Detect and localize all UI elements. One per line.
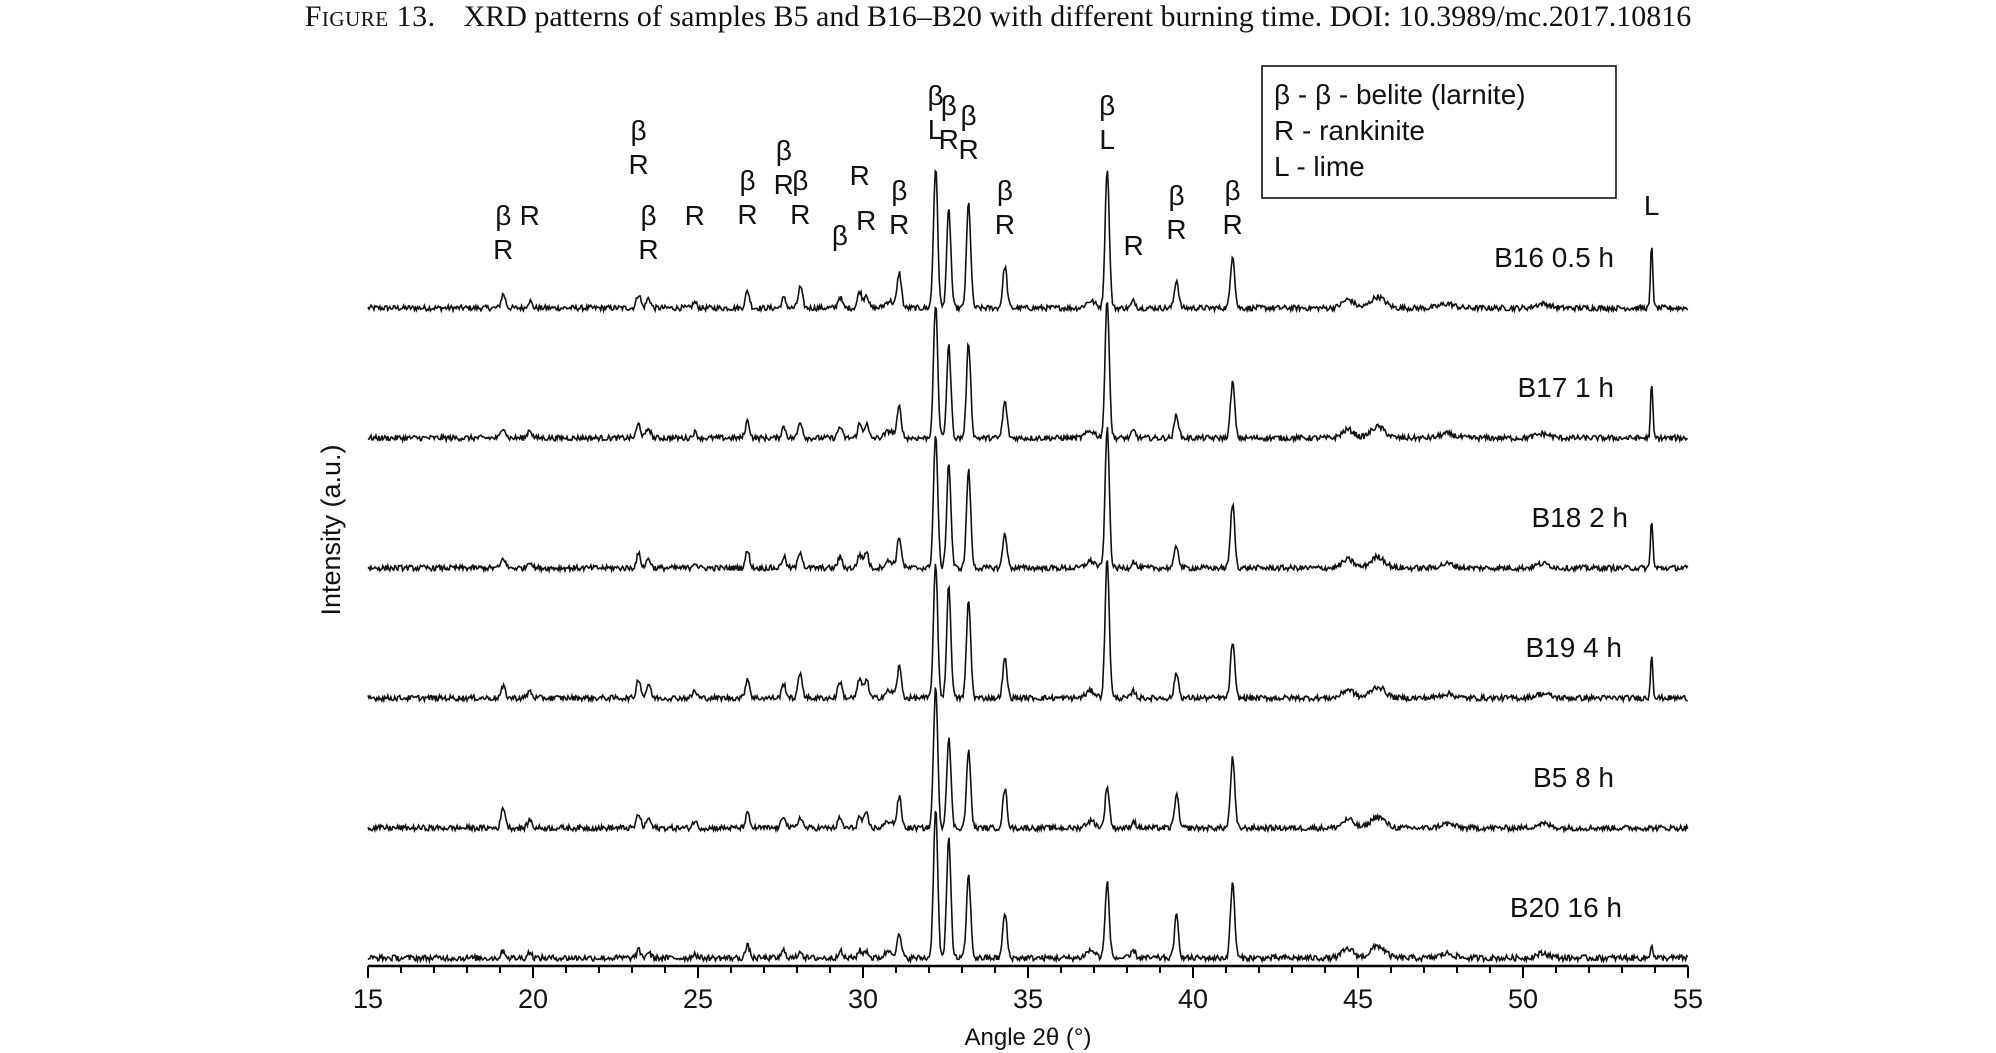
peak-phase-label: R xyxy=(1123,230,1143,261)
peak-phase-label: R xyxy=(638,234,658,265)
peak-phase-label: R xyxy=(995,209,1015,240)
series-label: B18 2 h xyxy=(1531,502,1628,533)
series-label: B16 0.5 h xyxy=(1494,242,1614,273)
x-axis: 15 20 25 30 35 40 45 50 55 xyxy=(353,964,1703,1014)
peak-phase-label: β xyxy=(631,115,647,146)
x-tick-label: 35 xyxy=(1013,984,1043,1014)
peak-phase-label: β xyxy=(640,200,656,231)
series-label: B17 1 h xyxy=(1517,372,1614,403)
peak-phase-label: β xyxy=(941,90,957,121)
peak-phase-label: R xyxy=(493,234,513,265)
xrd-pattern-line xyxy=(367,426,1689,574)
peak-phase-label: R xyxy=(958,134,978,165)
x-axis-title: Angle 2θ (°) xyxy=(965,1024,1092,1051)
figure-caption: Figure 13. XRD patterns of samples B5 and… xyxy=(0,0,1996,42)
series-labels: B16 0.5 h B17 1 h B18 2 h B19 4 h B5 8 h B20 … xyxy=(1494,242,1628,923)
peak-phase-label: β xyxy=(961,100,977,131)
peak-phase-label: R xyxy=(1222,209,1242,240)
peak-phase-label: L xyxy=(1099,124,1115,155)
peak-phase-label: β xyxy=(776,135,792,166)
y-axis-title: Intensity (a.u.) xyxy=(316,444,346,615)
legend-entry-rankinite: R - rankinite xyxy=(1274,115,1425,146)
peak-phase-label: R xyxy=(856,205,876,236)
xrd-pattern-line xyxy=(367,302,1688,444)
legend-entry-lime: L - lime xyxy=(1274,151,1365,182)
figure-label: Figure 13. xyxy=(304,0,436,33)
legend: β - β - belite (larnite) R - rankinite L… xyxy=(1261,65,1617,199)
peak-phase-label: β xyxy=(1168,180,1184,211)
legend-entry-belite: β - β - belite (larnite) xyxy=(1274,79,1526,110)
x-tick-label: 20 xyxy=(518,984,548,1014)
peak-phase-label: R xyxy=(774,169,794,200)
peak-phase-label: R xyxy=(889,209,909,240)
peak-phase-label: R xyxy=(685,200,705,231)
series-label: B5 8 h xyxy=(1533,762,1614,793)
x-tick-label: 50 xyxy=(1508,984,1538,1014)
xrd-pattern-line xyxy=(367,810,1689,965)
xrd-pattern-line xyxy=(367,560,1688,704)
peak-phase-label: β xyxy=(1225,175,1241,206)
x-ticks: 15 20 25 30 35 40 45 50 55 xyxy=(353,966,1703,1014)
x-tick-label: 15 xyxy=(353,984,383,1014)
peak-phase-label: β xyxy=(739,165,755,196)
x-tick-label: 25 xyxy=(683,984,713,1014)
peak-phase-label: β xyxy=(891,175,907,206)
xrd-pattern-line xyxy=(367,687,1689,834)
peak-phase-label: R xyxy=(1166,214,1186,245)
peak-phase-label: R xyxy=(939,124,959,155)
series-label: B20 16 h xyxy=(1510,892,1622,923)
legend-box xyxy=(1261,65,1617,199)
peak-phase-label: L xyxy=(928,114,944,145)
x-tick-label: 30 xyxy=(848,984,878,1014)
peak-phase-label: R xyxy=(628,149,648,180)
x-tick-label: 40 xyxy=(1178,984,1208,1014)
peak-phase-label: R xyxy=(850,160,870,191)
peak-phase-label: β xyxy=(928,80,944,111)
peak-phase-label: β xyxy=(832,220,848,251)
peak-phase-label: R xyxy=(790,199,810,230)
series-label: B19 4 h xyxy=(1525,632,1622,663)
series-layer xyxy=(367,168,1689,965)
peak-phase-label: L xyxy=(1644,190,1660,221)
peak-phase-label: R xyxy=(520,200,540,231)
peak-phase-label: R xyxy=(737,199,757,230)
peak-phase-label: β xyxy=(1099,90,1115,121)
xrd-pattern-line xyxy=(367,168,1689,314)
peak-phase-label: β xyxy=(792,165,808,196)
peak-phase-label: β xyxy=(495,200,511,231)
peak-phase-label: β xyxy=(997,175,1013,206)
x-tick-label: 45 xyxy=(1343,984,1373,1014)
x-tick-label: 55 xyxy=(1673,984,1703,1014)
figure-title: XRD patterns of samples B5 and B16–B20 w… xyxy=(463,0,1692,33)
